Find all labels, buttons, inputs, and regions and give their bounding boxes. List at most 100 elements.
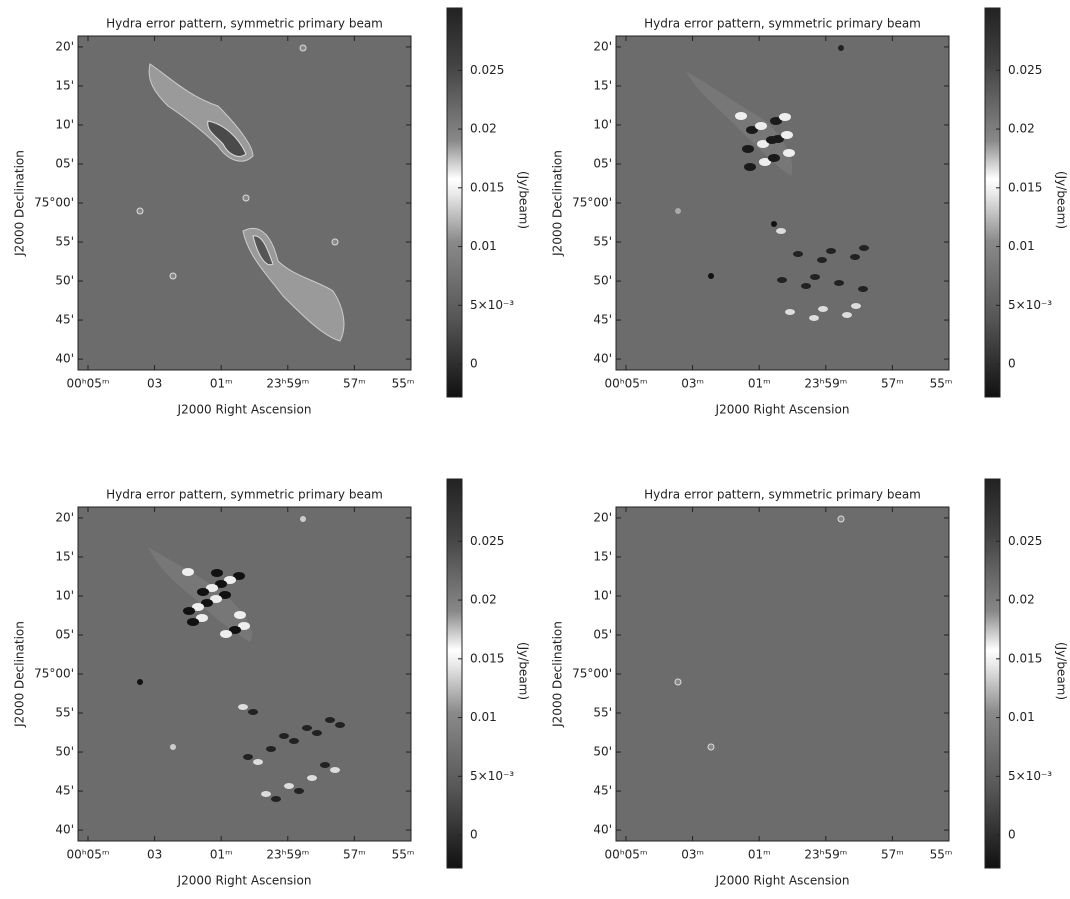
speckle xyxy=(229,626,241,634)
colorbar-tick-label: 0.01 xyxy=(470,239,497,253)
speckle xyxy=(859,245,869,251)
colorbar-tick-label: 0.02 xyxy=(1008,122,1035,136)
image-content xyxy=(675,45,869,321)
speckle xyxy=(335,722,345,728)
colorbar-label: (Jy/beam) xyxy=(517,171,531,229)
panel: Hydra error pattern, symmetric primary b… xyxy=(13,478,531,888)
colorbar xyxy=(446,478,463,869)
speckle xyxy=(809,315,819,321)
point-source xyxy=(771,221,777,227)
colorbar-tick-label: 0.015 xyxy=(470,651,504,665)
speckle xyxy=(746,126,758,134)
colorbar-tick-label: 0.01 xyxy=(470,710,497,724)
x-axis-label: J2000 Right Ascension xyxy=(715,874,850,888)
y-tick-label: 40' xyxy=(55,352,74,366)
y-axis-label: J2000 Declination xyxy=(13,150,27,257)
speckle xyxy=(776,228,786,234)
y-axis-label: J2000 Declination xyxy=(551,150,565,257)
y-tick-label: 15' xyxy=(55,78,74,92)
x-axis-label: J2000 Right Ascension xyxy=(177,403,312,417)
speckle xyxy=(801,283,811,289)
y-tick-label: 20' xyxy=(593,39,612,53)
y-tick-label: 55' xyxy=(593,706,612,720)
speckle xyxy=(834,280,844,286)
colorbar-tick-label: 0 xyxy=(1008,357,1016,371)
colorbar-tick-label: 0.025 xyxy=(1008,534,1042,548)
speckle xyxy=(210,595,222,603)
colorbar-tick-label: 0.015 xyxy=(1008,180,1042,194)
y-tick-label: 45' xyxy=(55,313,74,327)
x-tick-label: 55ᵐ xyxy=(392,848,415,862)
colorbar-tick-label: 0.01 xyxy=(1008,239,1035,253)
y-tick-label: 40' xyxy=(593,352,612,366)
speckle xyxy=(201,599,213,607)
speckle xyxy=(197,588,209,596)
y-tick-label: 45' xyxy=(593,313,612,327)
speckle xyxy=(271,796,281,802)
point-source xyxy=(299,44,307,52)
colorbar-tick-label: 0.02 xyxy=(1008,593,1035,607)
speckle xyxy=(192,603,204,611)
speckle xyxy=(766,136,778,144)
speckle xyxy=(307,775,317,781)
speckle xyxy=(220,630,232,638)
colorbar xyxy=(984,7,1001,398)
speckle xyxy=(759,158,771,166)
speckle xyxy=(779,113,791,121)
speckle xyxy=(781,131,793,139)
speckle xyxy=(289,738,299,744)
speckle xyxy=(294,788,304,794)
y-tick-label: 50' xyxy=(55,274,74,288)
y-tick-label: 05' xyxy=(593,156,612,170)
image-content xyxy=(136,44,345,342)
speckle xyxy=(735,112,747,120)
y-tick-label: 55' xyxy=(593,235,612,249)
colorbar xyxy=(984,478,1001,869)
colorbar-tick-label: 5×10⁻³ xyxy=(470,298,514,312)
x-tick-label: 00ʰ05ᵐ xyxy=(605,377,648,391)
speckle xyxy=(238,622,250,630)
speckle xyxy=(826,248,836,254)
speckle xyxy=(183,607,195,615)
speckle xyxy=(233,572,245,580)
x-tick-label: 00ʰ05ᵐ xyxy=(67,377,110,391)
y-tick-label: 50' xyxy=(593,745,612,759)
speckle xyxy=(243,754,253,760)
speckle xyxy=(325,717,335,723)
x-tick-label: 03ᵐ xyxy=(681,377,704,391)
x-tick-label: 03 xyxy=(147,377,162,391)
point-source xyxy=(674,678,682,686)
x-tick-label: 57ᵐ xyxy=(881,848,904,862)
x-tick-label: 01ᵐ xyxy=(210,377,233,391)
x-tick-label: 23ʰ59ᵐ xyxy=(804,377,847,391)
speckle xyxy=(330,767,340,773)
y-axis-label: J2000 Declination xyxy=(13,621,27,728)
x-tick-label: 55ᵐ xyxy=(392,377,415,391)
speckle xyxy=(211,569,223,577)
colorbar-tick-label: 0 xyxy=(470,828,478,842)
y-tick-label: 05' xyxy=(55,627,74,641)
speckle xyxy=(182,568,194,576)
colorbar-label: (Jy/beam) xyxy=(517,642,531,700)
x-tick-label: 57ᵐ xyxy=(881,377,904,391)
title: Hydra error pattern, symmetric primary b… xyxy=(106,488,383,502)
colorbar-tick-label: 0.02 xyxy=(470,593,497,607)
y-tick-label: 15' xyxy=(593,78,612,92)
y-tick-label: 40' xyxy=(55,823,74,837)
x-tick-label: 01ᵐ xyxy=(748,848,771,862)
speckle xyxy=(850,254,860,260)
speckle xyxy=(320,762,330,768)
speckle xyxy=(248,709,258,715)
speckle xyxy=(302,725,312,731)
y-tick-label: 10' xyxy=(55,588,74,602)
colorbar-label: (Jy/beam) xyxy=(1055,642,1069,700)
colorbar-label: (Jy/beam) xyxy=(1055,171,1069,229)
y-tick-label: 15' xyxy=(593,549,612,563)
x-tick-label: 55ᵐ xyxy=(930,377,953,391)
x-tick-label: 01ᵐ xyxy=(210,848,233,862)
x-tick-label: 55ᵐ xyxy=(930,848,953,862)
image-area xyxy=(616,36,949,370)
x-tick-label: 23ʰ59ᵐ xyxy=(804,848,847,862)
y-tick-label: 10' xyxy=(593,588,612,602)
